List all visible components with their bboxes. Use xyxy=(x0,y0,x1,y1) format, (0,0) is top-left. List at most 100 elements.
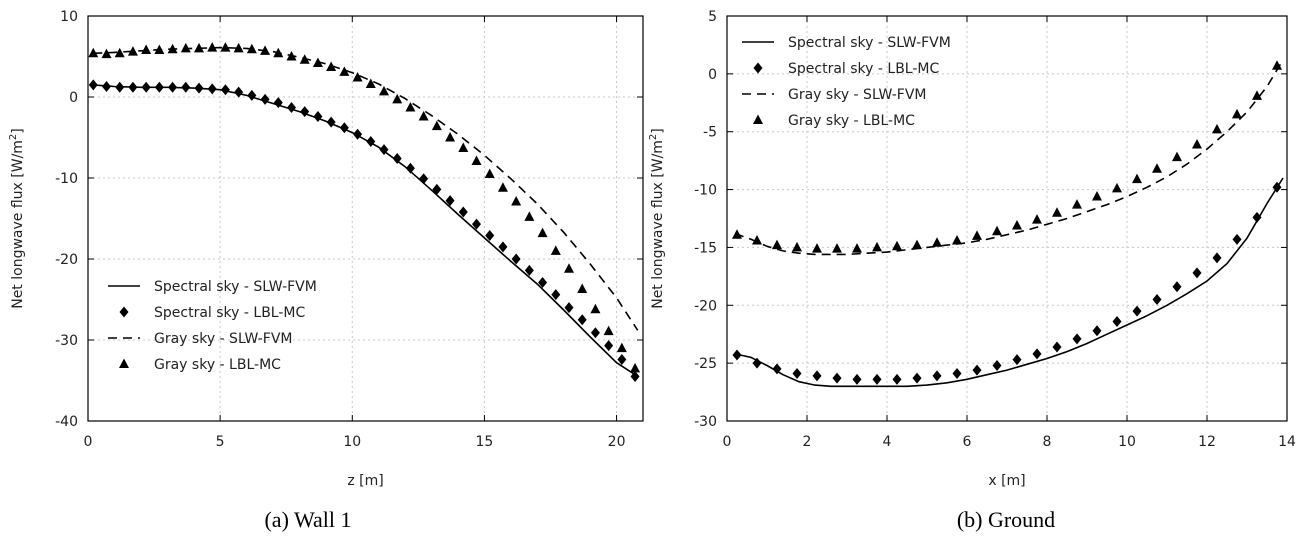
triangle-point xyxy=(180,42,191,53)
triangle-point xyxy=(1092,191,1102,201)
diamond-point xyxy=(952,368,962,380)
triangle-point xyxy=(972,230,982,240)
triangle-point xyxy=(392,93,403,104)
triangle-point xyxy=(273,47,284,58)
triangle-point xyxy=(1132,173,1142,184)
triangle-point xyxy=(484,168,495,178)
diamond-point xyxy=(273,97,283,109)
triangle-point xyxy=(1152,163,1162,173)
diamond-point xyxy=(852,373,862,385)
triangle-point xyxy=(418,110,429,121)
diamond-point xyxy=(538,276,548,288)
triangle-point xyxy=(550,245,561,255)
diamond-point xyxy=(590,327,600,339)
triangle-point xyxy=(431,120,442,131)
triangle-point xyxy=(1012,219,1022,230)
diamond-point xyxy=(194,82,204,94)
diamond-point xyxy=(379,144,389,156)
legend-label: Gray sky - SLW-FVM xyxy=(154,331,293,347)
triangle-point xyxy=(233,42,244,53)
diamond-point xyxy=(972,364,982,376)
y-tick-label: -15 xyxy=(694,240,717,256)
legend-label: Spectral sky - LBL-MC xyxy=(788,61,939,77)
legend-label: Gray sky - LBL-MC xyxy=(788,113,915,129)
series-spectral-sky-lbl-mc xyxy=(88,79,640,382)
triangle-point xyxy=(577,283,588,293)
diamond-point xyxy=(1012,354,1022,366)
diamond-point xyxy=(498,241,508,253)
diamond-point xyxy=(1032,348,1042,360)
y-tick-label: -10 xyxy=(694,183,717,199)
triangle-point xyxy=(365,78,376,89)
triangle-point xyxy=(590,303,601,314)
triangle-point xyxy=(952,234,962,245)
y-tick-label: -5 xyxy=(703,125,717,141)
diamond-point xyxy=(313,110,323,122)
series-line xyxy=(734,177,1284,388)
diamond-point xyxy=(445,195,455,207)
y-axis-label-superscript: 2 xyxy=(8,134,19,140)
triangle-point xyxy=(1072,199,1082,209)
triangle-point xyxy=(932,237,942,247)
x-tick-label: 0 xyxy=(723,434,732,450)
diamond-point xyxy=(792,368,802,380)
diamond-point xyxy=(551,289,561,301)
diamond-point xyxy=(168,81,178,93)
triangle-point xyxy=(127,46,138,56)
x-axis-label: x [m] xyxy=(988,473,1025,489)
diamond-point xyxy=(115,81,125,93)
diamond-point xyxy=(128,81,138,93)
diamond-point xyxy=(392,153,402,165)
triangle-point xyxy=(912,239,922,250)
diamond-point xyxy=(207,83,217,95)
diamond-point xyxy=(932,370,942,382)
diamond-point xyxy=(752,357,762,369)
series-gray-sky-slw-fvm xyxy=(734,59,1284,256)
x-tick-label: 15 xyxy=(476,434,494,450)
diamond-point xyxy=(630,370,640,382)
triangle-point xyxy=(220,42,231,52)
y-tick-label: 0 xyxy=(69,90,78,106)
diamond-point xyxy=(992,359,1002,371)
x-tick-label: 14 xyxy=(1278,434,1296,450)
diamond-point xyxy=(247,89,257,101)
diamond-point xyxy=(1092,325,1102,337)
y-tick-label: -40 xyxy=(55,414,78,430)
triangle-point xyxy=(1232,108,1242,119)
y-axis-label: Net longwave flux [W/m2] xyxy=(8,128,26,309)
diamond-point xyxy=(511,253,521,265)
triangle-point xyxy=(260,45,271,55)
diamond-point xyxy=(872,373,882,385)
diamond-point xyxy=(1252,211,1262,223)
diamond-point xyxy=(1192,267,1202,279)
triangle-point xyxy=(1192,138,1202,149)
plot-frame xyxy=(726,15,1288,422)
triangle-point xyxy=(445,132,456,142)
diamond-point xyxy=(326,116,336,128)
triangle-point xyxy=(772,239,782,250)
diamond-point xyxy=(234,86,244,98)
panel-caption: (a) Wall 1 xyxy=(264,507,351,532)
triangle-point xyxy=(194,42,204,53)
triangle-point xyxy=(405,102,416,112)
diamond-point xyxy=(564,302,574,314)
legend-label: Gray sky - SLW-FVM xyxy=(788,87,927,103)
triangle-point xyxy=(1172,151,1182,162)
triangle-point xyxy=(732,229,742,239)
y-tick-label: -20 xyxy=(694,298,717,314)
triangle-point xyxy=(1212,123,1222,134)
series-line xyxy=(93,46,639,331)
diamond-point xyxy=(1212,252,1222,264)
diamond-point xyxy=(1072,333,1082,345)
legend-swatch-triangle xyxy=(119,358,129,368)
triangle-point xyxy=(88,47,99,58)
x-tick-label: 5 xyxy=(216,434,225,450)
triangle-point xyxy=(1032,214,1042,224)
diamond-point xyxy=(1232,233,1242,245)
triangle-point xyxy=(379,85,389,96)
x-tick-label: 4 xyxy=(883,434,892,450)
y-axis-label: Net longwave flux [W/m2] xyxy=(648,128,666,309)
chart-panel-ground: 0 2 4 6 8 10 12 14 -30 -25 -20 -15 -10 -5 0 5 x [m] Net l… xyxy=(648,9,1296,532)
triangle-point xyxy=(286,51,297,61)
diamond-point xyxy=(366,136,376,148)
